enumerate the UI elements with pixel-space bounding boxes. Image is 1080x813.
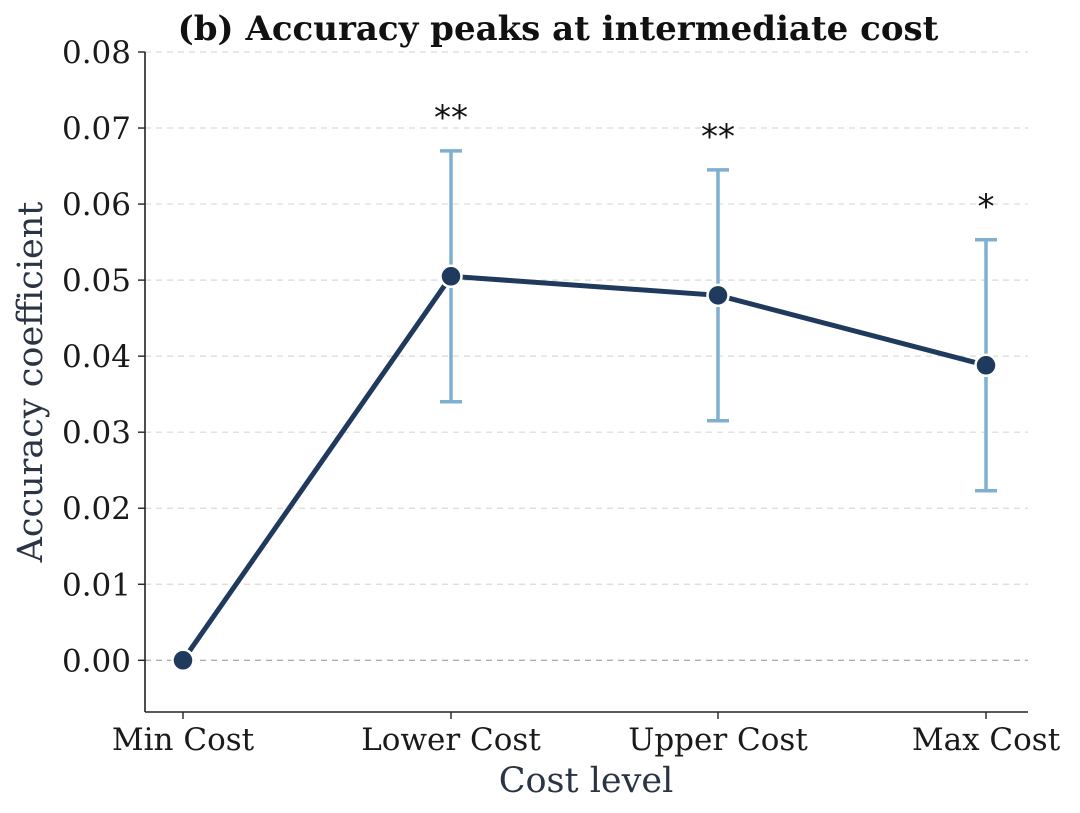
significance-labels: ** *** [434,98,995,227]
y-tick-label: 0.05 [62,263,131,299]
y-tick-label: 0.03 [62,415,131,451]
chart-title: (b) Accuracy peaks at intermediate cost [178,9,939,49]
significance-label: ** [434,98,468,138]
y-tick-label: 0.08 [62,35,131,71]
axes [144,52,1028,713]
series-line [180,273,989,663]
y-tick-label: 0.07 [62,111,131,147]
x-tick-label: Lower Cost [361,722,541,758]
series-polyline [180,273,989,663]
error-bars [440,149,997,493]
x-tick-label: Min Cost [112,722,255,758]
y-tick-label: 0.06 [62,187,131,223]
data-point [439,264,463,289]
x-ticks: Min Cost Lower Cost Upper Cost Max Cost [112,712,1061,758]
x-axis-label: Cost level [499,761,674,801]
significance-label: * [978,187,995,227]
x-tick-label: Upper Cost [628,722,808,758]
y-tick-label: 0.01 [62,567,131,603]
data-points [171,264,998,673]
data-point [706,283,730,308]
grid-lines [145,51,1028,585]
y-ticks: 0.00 0.01 0.02 0.03 0.04 0.05 0.06 0.07 0.08 [62,35,145,679]
y-tick-label: 0.04 [62,339,131,375]
y-axis-label: Accuracy coefficient [11,202,51,564]
y-tick-label: 0.02 [62,491,131,527]
y-tick-label: 0.00 [62,643,131,679]
significance-label: ** [701,117,735,157]
data-point [171,648,195,673]
x-tick-label: Max Cost [912,722,1061,758]
data-point [974,353,998,378]
